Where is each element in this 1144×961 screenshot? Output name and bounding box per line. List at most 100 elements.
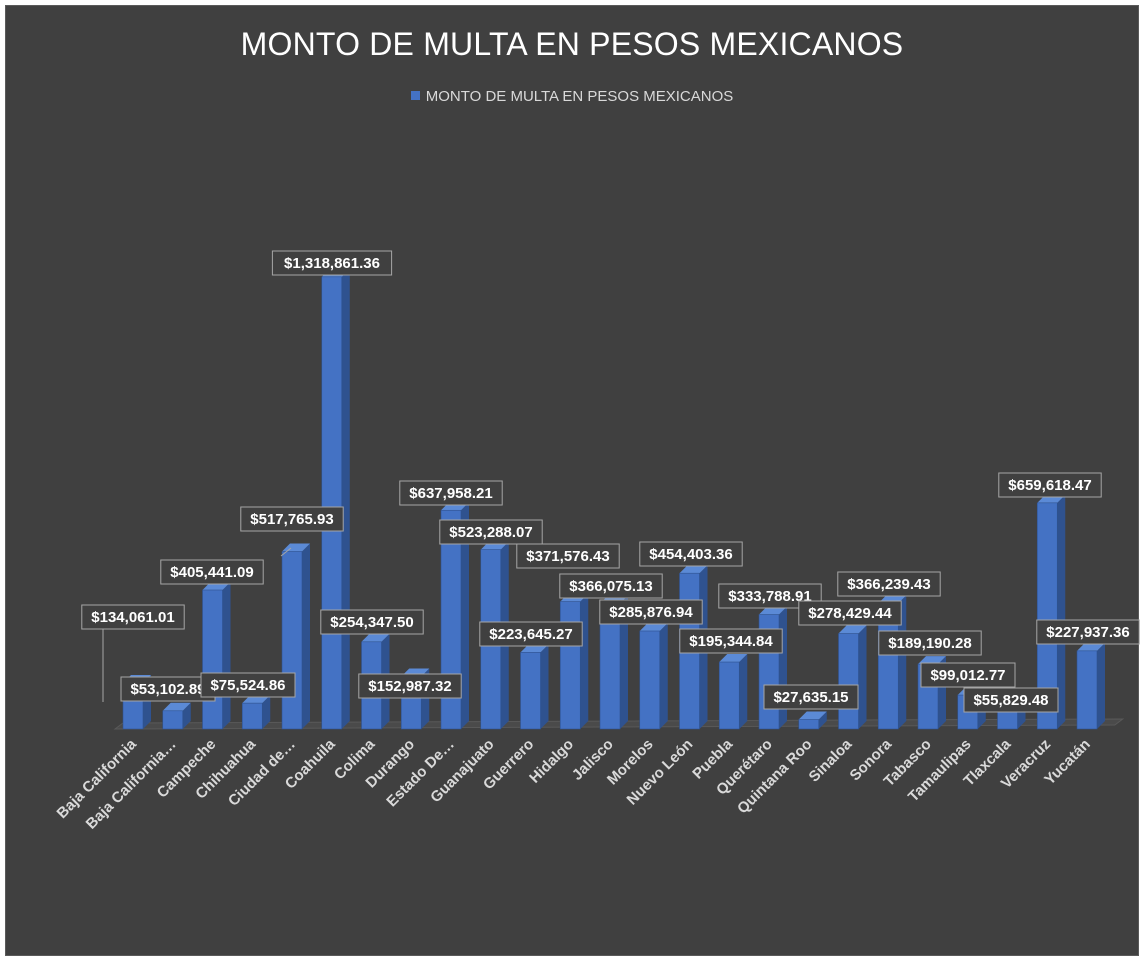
bar-group[interactable] bbox=[798, 711, 827, 730]
bar-group[interactable] bbox=[520, 644, 549, 730]
bar[interactable] bbox=[321, 276, 343, 730]
data-label: $1,318,861.36 bbox=[271, 250, 393, 276]
data-label: $254,347.50 bbox=[320, 609, 424, 635]
data-label-text: $405,441.09 bbox=[170, 564, 253, 581]
data-label: $75,524.86 bbox=[200, 672, 296, 698]
bar-side bbox=[222, 581, 231, 729]
data-label: $223,645.27 bbox=[479, 621, 583, 647]
data-label-text: $366,075.13 bbox=[569, 578, 652, 595]
data-label-text: $53,102.89 bbox=[130, 681, 205, 698]
data-label: $278,429.44 bbox=[798, 600, 902, 626]
bar[interactable] bbox=[162, 710, 184, 730]
legend[interactable]: MONTO DE MULTA EN PESOS MEXICANOS bbox=[6, 88, 1138, 105]
data-label: $227,937.36 bbox=[1036, 619, 1140, 645]
bar-side bbox=[1057, 494, 1066, 729]
data-label-box bbox=[763, 684, 859, 710]
legend-label: MONTO DE MULTA EN PESOS MEXICANOS bbox=[425, 88, 734, 105]
bar[interactable] bbox=[718, 661, 740, 730]
data-label-box bbox=[837, 571, 941, 597]
data-label-text: $1,318,861.36 bbox=[284, 255, 380, 272]
bar-top bbox=[639, 622, 668, 631]
data-label-box bbox=[920, 662, 1016, 688]
bar-side bbox=[580, 593, 589, 729]
data-label-text: $189,190.28 bbox=[888, 635, 971, 652]
bar-group[interactable] bbox=[162, 702, 191, 730]
data-label-text: $27,635.15 bbox=[773, 689, 848, 706]
bar-group[interactable] bbox=[1076, 642, 1105, 730]
data-label-text: $152,987.32 bbox=[368, 678, 451, 695]
bar[interactable] bbox=[202, 589, 223, 730]
chart-area: MONTO DE MULTA EN PESOS MEXICANOS MONTO … bbox=[5, 5, 1139, 956]
bar[interactable] bbox=[1036, 502, 1058, 730]
bar[interactable] bbox=[639, 630, 661, 730]
bar-group[interactable] bbox=[241, 695, 271, 730]
bar[interactable] bbox=[520, 652, 541, 730]
data-label-box bbox=[998, 472, 1102, 498]
data-label: $189,190.28 bbox=[878, 630, 982, 656]
bar-top bbox=[1077, 642, 1105, 651]
bar-side bbox=[659, 622, 668, 729]
x-tick-label: Hidalgo bbox=[526, 736, 577, 787]
bar-side bbox=[739, 654, 748, 729]
data-label-box bbox=[1036, 619, 1140, 645]
bar-group[interactable] bbox=[202, 581, 231, 730]
data-label-box bbox=[516, 543, 620, 569]
bar-side bbox=[182, 702, 191, 729]
data-label: $523,288.07 bbox=[439, 519, 543, 545]
bar-group[interactable] bbox=[639, 622, 668, 730]
bar-side bbox=[779, 606, 787, 729]
data-label: $454,403.36 bbox=[639, 541, 743, 567]
data-label: $134,061.01 bbox=[81, 604, 185, 630]
bar-side bbox=[858, 625, 867, 729]
bar-side bbox=[302, 543, 310, 729]
bar[interactable] bbox=[241, 702, 263, 730]
bar-group[interactable] bbox=[559, 593, 589, 730]
bar-side bbox=[461, 502, 469, 729]
data-label-text: $333,788.91 bbox=[728, 588, 811, 605]
bar-side bbox=[262, 695, 271, 729]
chart-title: MONTO DE MULTA EN PESOS MEXICANOS bbox=[240, 26, 904, 62]
bar-group[interactable] bbox=[718, 654, 748, 730]
data-label-box bbox=[240, 506, 344, 532]
bar-top bbox=[679, 565, 708, 574]
bar-group[interactable] bbox=[281, 543, 310, 730]
data-label: $152,987.32 bbox=[358, 673, 462, 699]
legend-swatch bbox=[410, 91, 420, 100]
bar-side bbox=[620, 595, 628, 729]
bar-top bbox=[918, 656, 946, 665]
data-label-box bbox=[479, 621, 583, 647]
data-label-box bbox=[639, 541, 743, 567]
data-label-text: $227,937.36 bbox=[1046, 624, 1129, 641]
data-label: $405,441.09 bbox=[160, 559, 264, 585]
bar[interactable] bbox=[997, 709, 1018, 730]
data-label: $659,618.47 bbox=[998, 472, 1102, 498]
data-label-box bbox=[271, 250, 393, 276]
data-label: $371,576.43 bbox=[516, 543, 620, 569]
data-label-text: $55,829.48 bbox=[973, 692, 1048, 709]
data-label-box bbox=[81, 604, 185, 630]
data-label: $517,765.93 bbox=[240, 506, 344, 532]
bar-side bbox=[818, 711, 827, 729]
bar-group[interactable] bbox=[321, 268, 350, 730]
data-label: $99,012.77 bbox=[920, 662, 1016, 688]
bar-group[interactable] bbox=[838, 625, 867, 730]
data-label: $366,075.13 bbox=[559, 573, 663, 599]
data-label: $195,344.84 bbox=[679, 628, 783, 654]
data-label-text: $637,958.21 bbox=[409, 485, 492, 502]
bar[interactable] bbox=[559, 601, 581, 730]
data-label-box bbox=[878, 630, 982, 656]
bar-side bbox=[1097, 642, 1105, 729]
data-label-box bbox=[358, 673, 462, 699]
bar-top bbox=[719, 654, 748, 663]
data-label-text: $454,403.36 bbox=[649, 546, 732, 563]
bar[interactable] bbox=[1076, 650, 1098, 730]
bar[interactable] bbox=[838, 633, 859, 730]
data-label-box bbox=[120, 676, 216, 702]
bar[interactable] bbox=[281, 551, 303, 730]
data-label-text: $517,765.93 bbox=[250, 511, 333, 528]
data-label-box bbox=[679, 628, 783, 654]
bar-group[interactable] bbox=[758, 606, 787, 730]
bar[interactable] bbox=[798, 719, 820, 730]
data-label-box bbox=[798, 600, 902, 626]
